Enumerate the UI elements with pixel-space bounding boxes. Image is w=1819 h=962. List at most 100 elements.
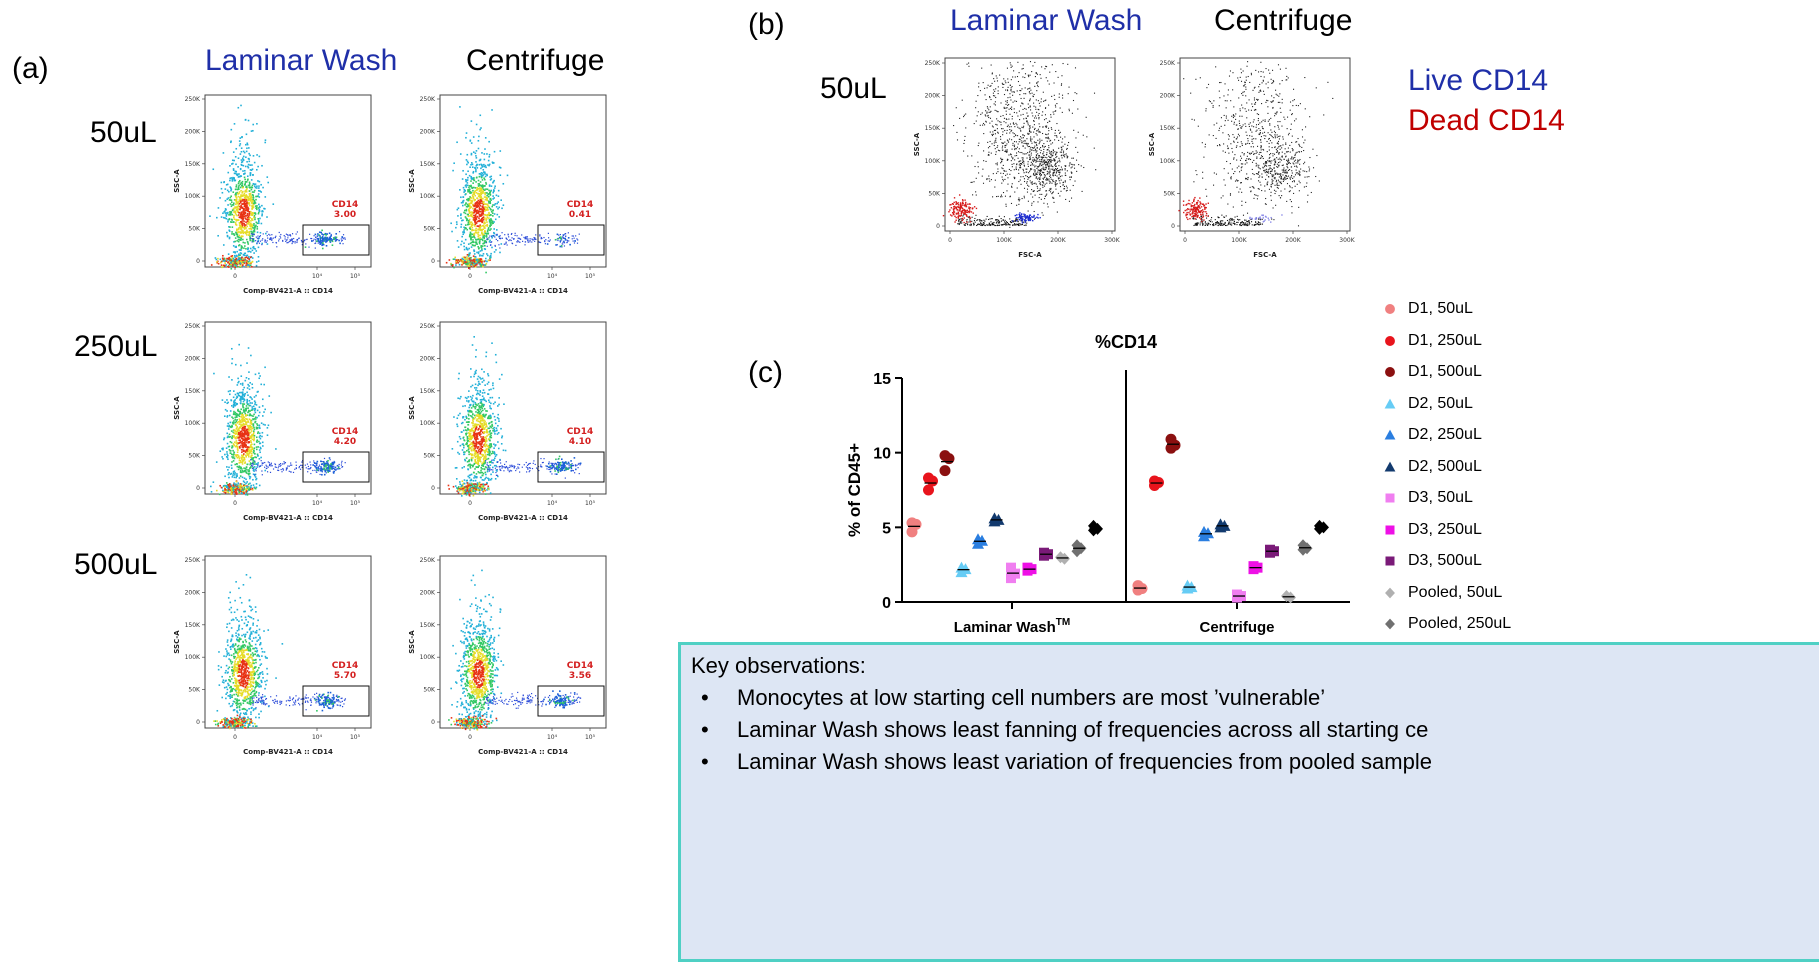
y-tick-label: 100K — [1160, 158, 1176, 165]
legend-item: Pooled, 250uL — [1408, 615, 1511, 633]
x-tick-label: 200K — [1050, 237, 1066, 244]
legend-item: D3, 500uL — [1408, 552, 1482, 570]
y-tick-label: 100K — [185, 654, 201, 661]
panel-a-row-label-500: 500uL — [74, 548, 157, 582]
data-point — [940, 465, 951, 476]
y-tick-label: 200K — [420, 128, 436, 135]
y-tick-label: 0 — [936, 223, 940, 230]
x-tick-label: 0 — [233, 273, 237, 280]
y-tick-label: 0 — [431, 719, 435, 726]
y-tick-label: 200K — [185, 589, 201, 596]
y-tick-label: 0 — [431, 485, 435, 492]
y-tick-label: 250K — [185, 96, 201, 103]
legend-item: D1, 500uL — [1408, 363, 1482, 381]
y-tick-label: 200K — [1160, 93, 1176, 100]
observation-bullet-1: • — [701, 685, 709, 711]
observation-text-2: Laminar Wash shows least fanning of freq… — [737, 717, 1428, 743]
observation-text-1: Monocytes at low starting cell numbers a… — [737, 685, 1325, 711]
legend-marker-shape — [1385, 304, 1395, 314]
legend-item: D1, 50uL — [1408, 300, 1473, 318]
y-tick-label: 250K — [185, 323, 201, 330]
y-tick-label: 100K — [420, 654, 436, 661]
gate-value: 3.56 — [569, 671, 591, 681]
legend-label: D2, 50uL — [1408, 395, 1473, 412]
y-tick-label: 200K — [185, 128, 201, 135]
legend-marker-shape — [1385, 619, 1395, 630]
legend-item: D1, 250uL — [1408, 332, 1482, 350]
plot-frame — [945, 58, 1115, 231]
y-tick-label: 50K — [423, 453, 436, 460]
x-tick-label: 0 — [948, 237, 952, 244]
x-tick-label: 0 — [1183, 237, 1187, 244]
observation-text-3: Laminar Wash shows least variation of fr… — [737, 749, 1432, 775]
gate-value: 5.70 — [334, 671, 356, 681]
x-tick-label: 0 — [233, 734, 237, 741]
legend-marker-shape — [1386, 557, 1395, 566]
y-tick-label: 150K — [185, 622, 201, 629]
panel-a-letter: (a) — [12, 52, 49, 86]
y-axis-title: SSC-A — [408, 630, 416, 654]
legend-label: D1, 250uL — [1408, 332, 1482, 349]
legend-marker — [1380, 299, 1400, 319]
y-axis-title: SSC-A — [173, 396, 181, 420]
chart-title: %CD14 — [1095, 332, 1157, 352]
y-tick-label: 150K — [420, 161, 436, 168]
y-tick-label: 100K — [420, 193, 436, 200]
x-tick-label: 300K — [1104, 237, 1120, 244]
panel-b-header-centrifuge: Centrifuge — [1214, 4, 1352, 38]
gate-value: 4.20 — [334, 437, 356, 447]
legend-label: D3, 50uL — [1408, 489, 1473, 506]
y-tick-label: 100K — [185, 193, 201, 200]
y-axis-title: SSC-A — [173, 169, 181, 193]
legend-label: D3, 250uL — [1408, 521, 1482, 538]
x-tick-label: 10⁵ — [585, 500, 596, 507]
x-axis-title: Comp-BV421-A :: CD14 — [243, 748, 333, 756]
plot-frame — [440, 322, 606, 494]
plot-frame — [205, 322, 371, 494]
x-tick-label: 10⁴ — [312, 500, 323, 507]
y-tick-label: 50K — [423, 687, 436, 694]
legend-label: D2, 250uL — [1408, 426, 1482, 443]
panel-a-row-label-250: 250uL — [74, 330, 157, 364]
x-axis-title: Comp-BV421-A :: CD14 — [478, 287, 568, 295]
observation-bullet-2: • — [701, 717, 709, 743]
y-tick-label: 50K — [188, 226, 201, 233]
gate-name: CD14 — [567, 661, 594, 671]
y-tick-label: 150K — [1160, 125, 1176, 132]
x-tick-label: Centrifuge — [1200, 619, 1275, 636]
y-tick-label: 0 — [196, 485, 200, 492]
y-tick-label: 250K — [185, 557, 201, 564]
x-tick-label: 100K — [996, 237, 1012, 244]
x-axis-title: FSC-A — [1018, 251, 1042, 259]
gate-name: CD14 — [332, 427, 359, 437]
y-tick-label: 200K — [420, 589, 436, 596]
x-tick-label: 10⁴ — [312, 273, 323, 280]
observations-title: Key observations: — [691, 653, 866, 679]
y-tick-label: 250K — [925, 60, 941, 67]
y-axis-title: SSC-A — [913, 132, 921, 156]
y-tick-label: 50K — [188, 687, 201, 694]
legend-label: D1, 50uL — [1408, 300, 1473, 317]
legend-marker — [1380, 551, 1400, 571]
observation-bullet-3: • — [701, 749, 709, 775]
x-axis-title: FSC-A — [1253, 251, 1277, 259]
y-tick-label: 200K — [185, 355, 201, 362]
y-axis-title: SSC-A — [408, 396, 416, 420]
panel-a-row-label-50: 50uL — [90, 116, 157, 150]
panel-a-header-centrifuge: Centrifuge — [466, 44, 604, 78]
x-tick-label: 100K — [1231, 237, 1247, 244]
x-axis-title: Comp-BV421-A :: CD14 — [243, 287, 333, 295]
legend-marker — [1380, 520, 1400, 540]
legend-marker-shape — [1386, 525, 1395, 534]
y-tick-label: 250K — [420, 323, 436, 330]
x-tick-label: Laminar WashTM — [954, 617, 1070, 636]
legend-marker — [1380, 394, 1400, 414]
x-tick-label: 10⁵ — [350, 734, 361, 741]
y-tick-label: 0 — [196, 258, 200, 265]
data-point — [1232, 593, 1242, 603]
x-tick-label: 0 — [468, 273, 472, 280]
legend-item: D3, 50uL — [1408, 489, 1473, 507]
